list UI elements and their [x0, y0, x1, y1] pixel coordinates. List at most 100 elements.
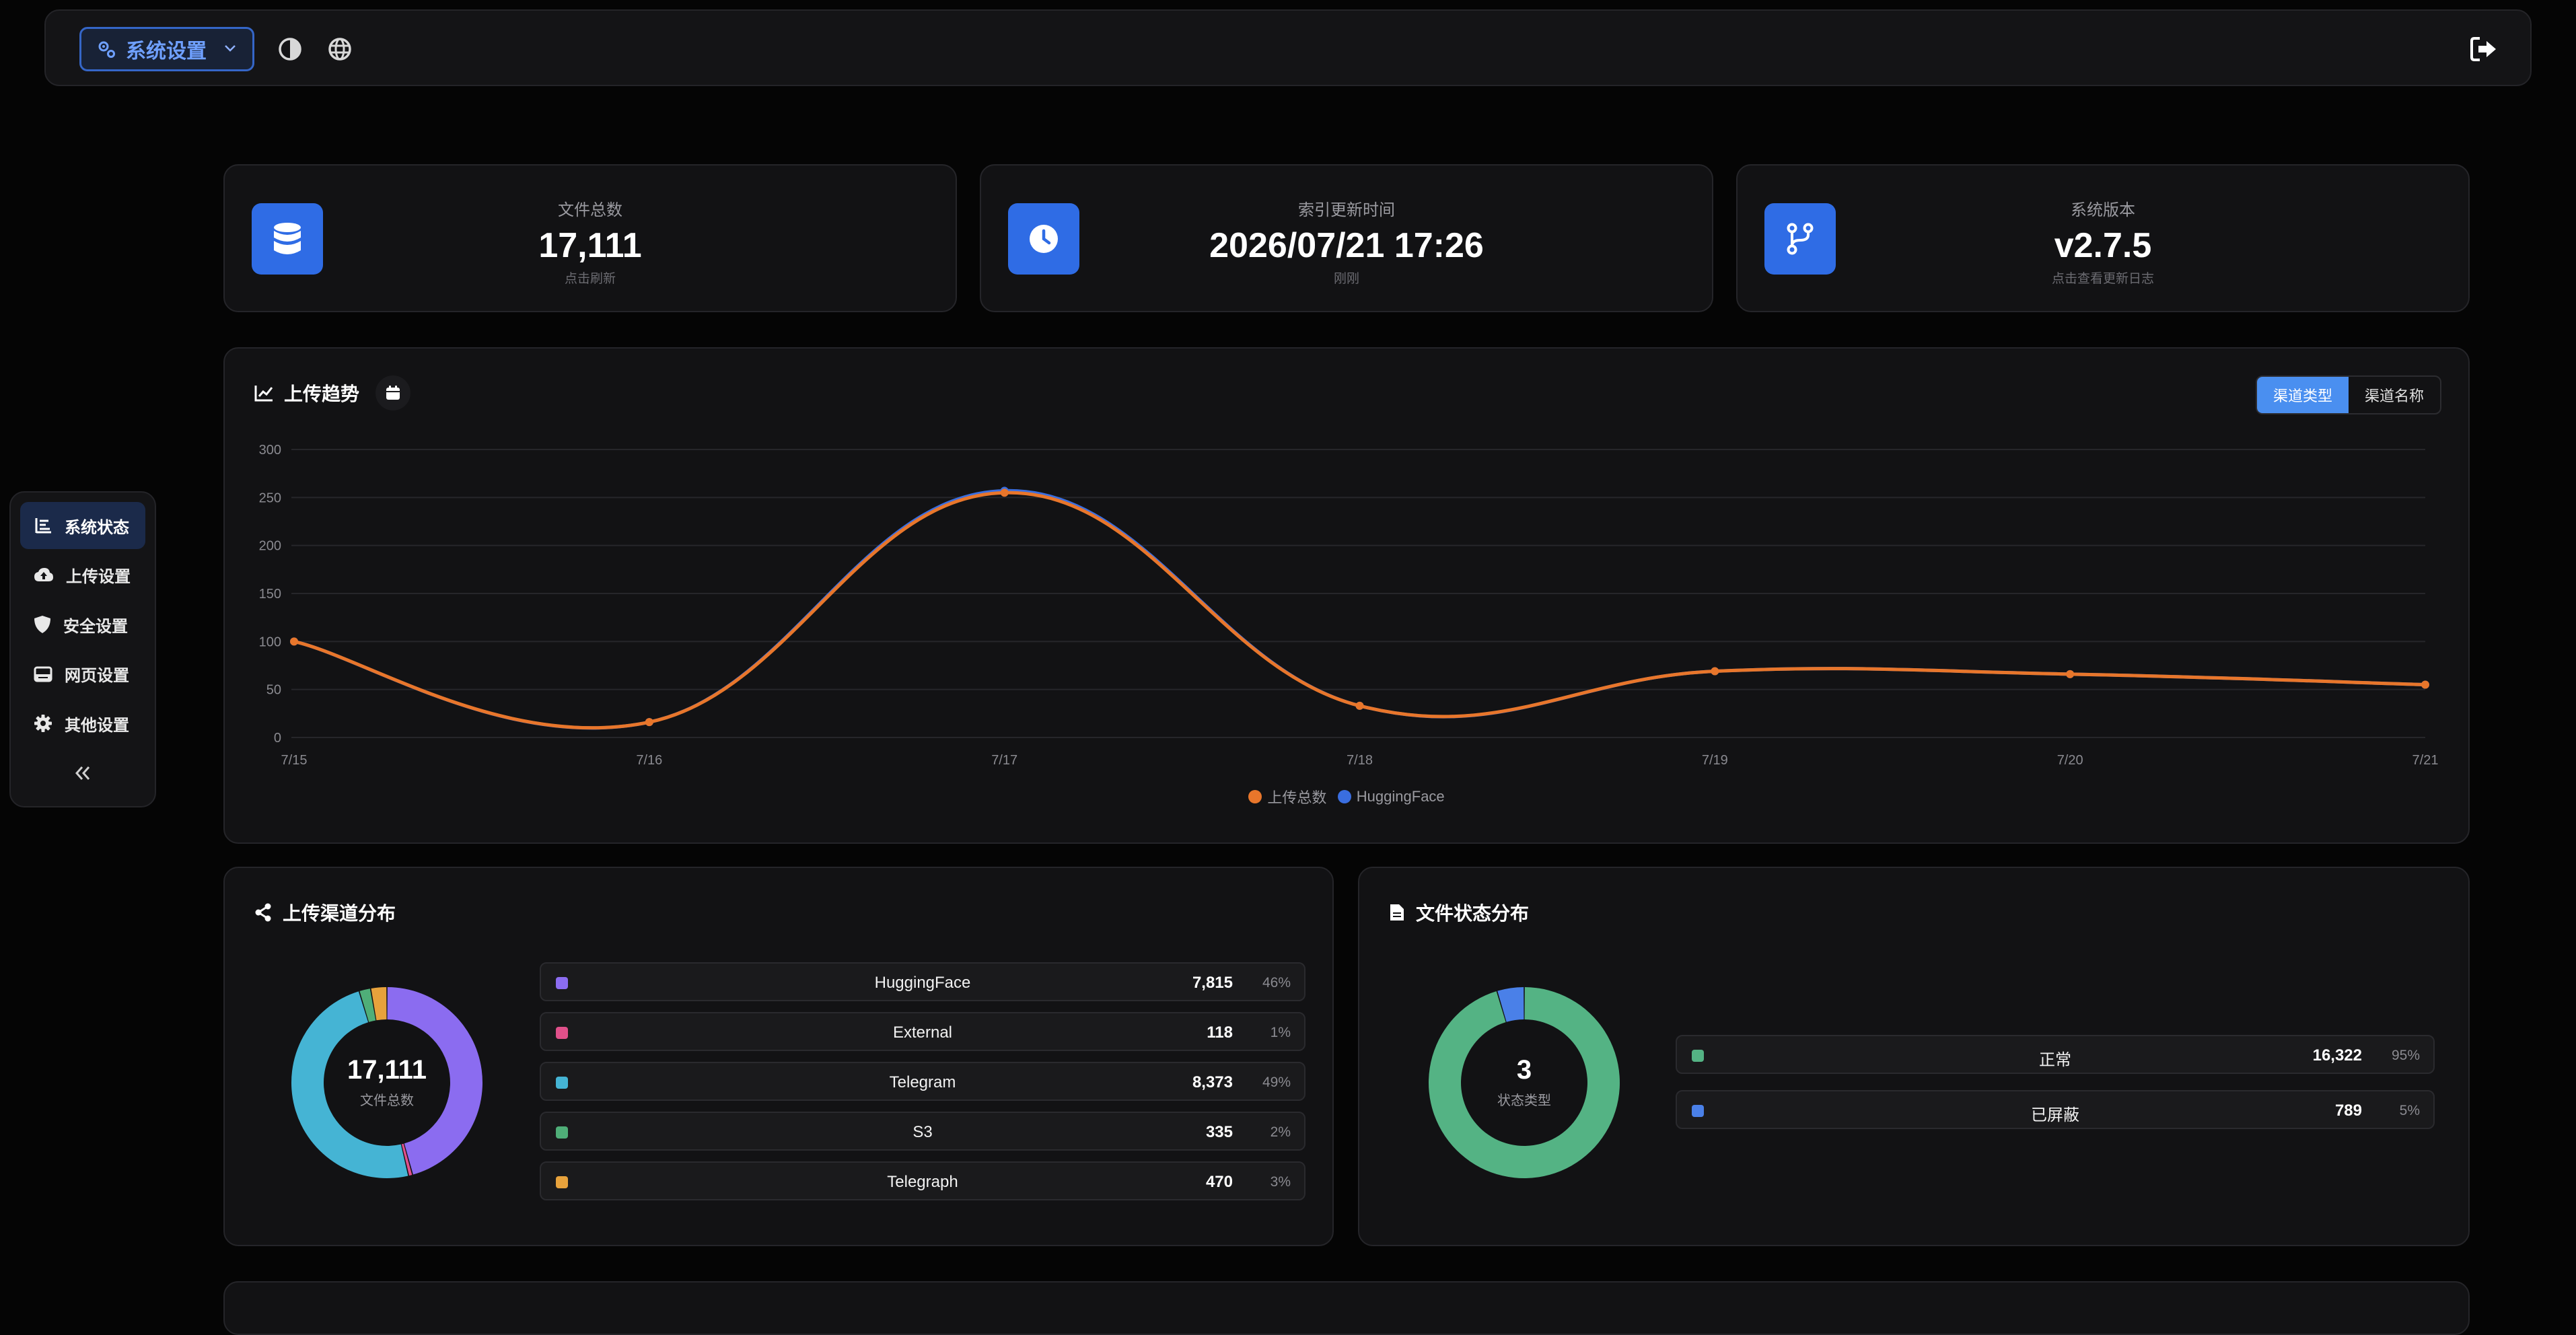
row-name: 正常 — [2039, 1051, 2071, 1069]
upload-trend-header: 上传趋势 — [254, 375, 411, 410]
legend-item-huggingface[interactable]: HuggingFace — [1337, 788, 1445, 805]
logout-icon[interactable] — [2468, 34, 2499, 65]
row-count: 16,322 — [2312, 1046, 2362, 1065]
stat-card-version[interactable]: 系统版本 v2.7.5 点击查看更新日志 — [1736, 164, 2470, 312]
row-name: Telegraph — [887, 1173, 958, 1191]
window-icon — [34, 666, 52, 682]
x-tick-label: 7/20 — [2057, 753, 2083, 768]
distribution-row: 正常 16,322 95% — [1676, 1035, 2435, 1074]
donut-slice-S3[interactable] — [359, 988, 376, 1022]
upload-trend-card: 上传趋势 渠道类型 渠道名称 300 250 200 150 100 50 0 7/15 7/1… — [223, 347, 2470, 844]
shield-icon — [34, 616, 50, 633]
system-settings-dropdown[interactable]: 系统设置 — [79, 27, 254, 71]
chevron-down-icon — [223, 39, 238, 60]
legend-label: HuggingFace — [1356, 788, 1445, 805]
y-tick-label: 200 — [259, 539, 281, 554]
legend-swatch — [1337, 790, 1351, 803]
x-tick-label: 7/16 — [636, 753, 662, 768]
row-percent: 3% — [1270, 1174, 1291, 1190]
donut-slice-Telegram[interactable] — [291, 991, 408, 1178]
collapse-sidebar-button[interactable] — [20, 763, 145, 783]
row-count: 8,373 — [1192, 1073, 1233, 1091]
row-color-swatch — [556, 1077, 568, 1089]
row-name: Telegram — [889, 1073, 956, 1091]
row-count: 7,815 — [1192, 974, 1233, 992]
stat-value: 17,111 — [538, 226, 642, 265]
donut-slice-已屏蔽[interactable] — [1497, 987, 1524, 1022]
row-name: External — [892, 1023, 953, 1042]
stat-sub: 刚刚 — [1333, 272, 1359, 286]
channel-distribution-title: 上传渠道分布 — [283, 903, 396, 924]
stat-label: 索引更新时间 — [1298, 201, 1395, 219]
data-point — [1000, 489, 1009, 497]
sidebar-item-label: 其他设置 — [65, 716, 129, 735]
stat-label: 系统版本 — [2071, 201, 2135, 219]
row-percent: 49% — [1262, 1075, 1291, 1090]
toggle-channel-name[interactable]: 渠道名称 — [2364, 388, 2424, 404]
bar-list-icon — [35, 518, 51, 534]
calendar-icon — [386, 386, 400, 400]
date-picker-button[interactable] — [375, 375, 411, 410]
row-name: 已屏蔽 — [2031, 1106, 2079, 1124]
legend-item-total[interactable]: 上传总数 — [1248, 786, 1326, 807]
channel-distribution-header: 上传渠道分布 — [254, 899, 396, 926]
status-distribution-header: 文件状态分布 — [1389, 899, 1529, 926]
donut-center-value: 3 — [1516, 1055, 1532, 1085]
y-tick-label: 250 — [259, 491, 281, 505]
status-donut-chart — [1429, 987, 1620, 1178]
donut-center-label: 文件总数 — [360, 1093, 414, 1108]
cloud-upload-icon — [34, 567, 53, 581]
sidebar-item-other-settings[interactable]: 其他设置 — [20, 700, 145, 747]
gears-icon — [98, 41, 115, 58]
sidebar-item-label: 系统状态 — [65, 518, 129, 537]
stat-sub: 点击刷新 — [564, 272, 616, 286]
donut-slice-Telegraph[interactable] — [371, 987, 387, 1021]
series-line-上传总数 — [293, 491, 2426, 730]
data-point — [645, 718, 653, 727]
sidebar-item-system-status[interactable]: 系统状态 — [20, 502, 145, 549]
distribution-row: S3 335 2% — [540, 1112, 1305, 1151]
share-icon — [255, 903, 271, 922]
x-tick-label: 7/18 — [1347, 753, 1373, 768]
sidebar-item-upload-settings[interactable]: 上传设置 — [20, 552, 145, 599]
data-point — [1711, 667, 1719, 676]
row-percent: 1% — [1270, 1025, 1291, 1040]
row-count: 470 — [1205, 1173, 1233, 1191]
x-tick-label: 7/21 — [2412, 753, 2439, 768]
donut-slice-HuggingFace[interactable] — [387, 987, 482, 1175]
row-percent: 2% — [1270, 1124, 1291, 1140]
row-color-swatch — [556, 1027, 568, 1039]
legend-label: 上传总数 — [1267, 789, 1327, 806]
theme-toggle-icon[interactable] — [275, 34, 306, 65]
legend-swatch — [1248, 790, 1262, 803]
sidebar-item-label: 安全设置 — [63, 617, 128, 636]
row-percent: 5% — [2399, 1103, 2420, 1118]
sidebar-item-label: 网页设置 — [65, 667, 129, 685]
row-color-swatch — [556, 1126, 568, 1139]
donut-slice-正常[interactable] — [1429, 987, 1620, 1178]
x-tick-label: 7/19 — [1702, 753, 1728, 768]
stat-card-file-count[interactable]: 文件总数 17,111 点击刷新 — [223, 164, 957, 312]
y-tick-label: 300 — [259, 443, 281, 458]
globe-icon[interactable] — [324, 34, 355, 65]
row-percent: 95% — [2391, 1048, 2420, 1063]
row-count: 118 — [1207, 1023, 1233, 1042]
database-icon — [252, 203, 323, 275]
y-tick-label: 0 — [274, 731, 281, 746]
row-name: HuggingFace — [874, 974, 971, 992]
toggle-channel-type[interactable]: 渠道类型 — [2256, 377, 2349, 413]
row-percent: 46% — [1262, 975, 1291, 990]
stat-value: v2.7.5 — [2054, 226, 2152, 265]
sidebar-item-security-settings[interactable]: 安全设置 — [20, 601, 145, 648]
data-point — [2066, 670, 2075, 678]
y-tick-label: 50 — [266, 683, 281, 698]
data-point — [2421, 680, 2429, 689]
clock-icon — [1008, 203, 1079, 275]
sidebar-item-web-settings[interactable]: 网页设置 — [20, 651, 145, 698]
row-name: S3 — [913, 1123, 933, 1141]
donut-slice-External[interactable] — [401, 1143, 413, 1176]
distribution-row: External 118 1% — [540, 1012, 1305, 1051]
distribution-row: Telegram 8,373 49% — [540, 1062, 1305, 1101]
stat-sub: 点击查看更新日志 — [2051, 272, 2154, 286]
channel-donut-center: 17,111 文件总数 — [289, 1055, 485, 1109]
